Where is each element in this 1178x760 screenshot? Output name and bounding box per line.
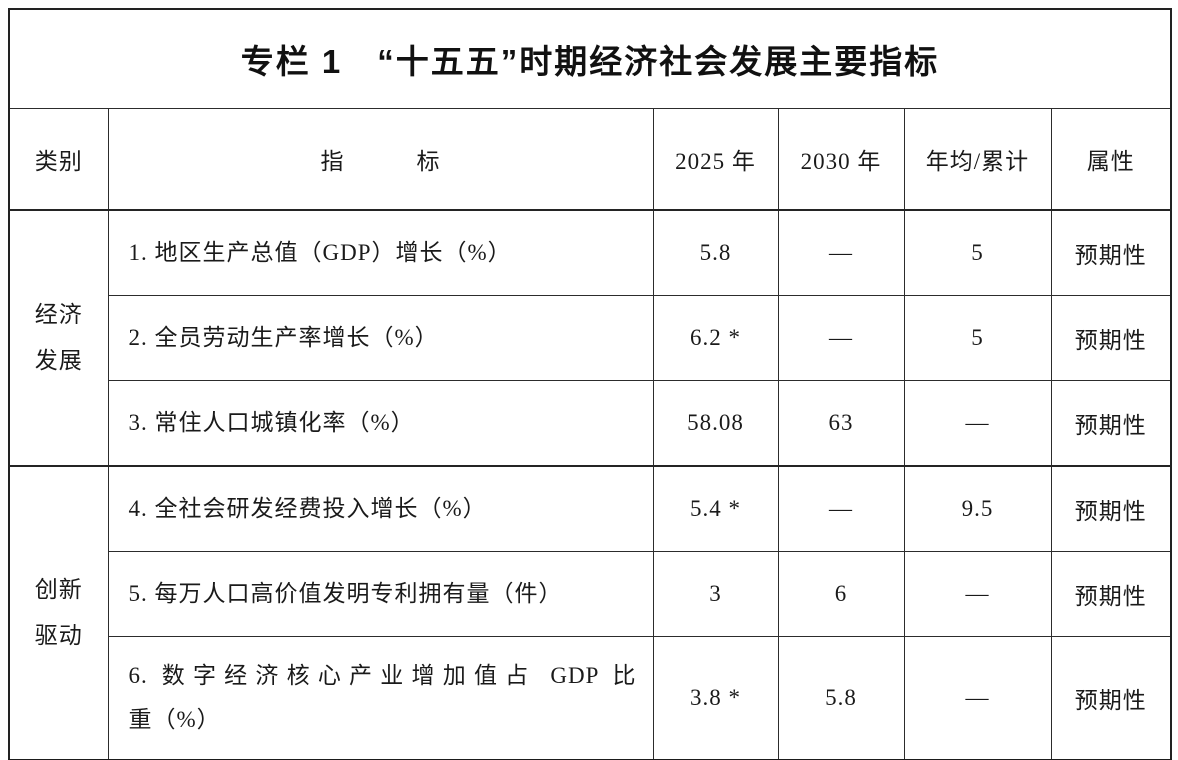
indicator-cell: 6. 数字经济核心产业增加值占 GDP 比 重（%） — [107, 636, 654, 760]
indicator-cell: 1. 地区生产总值（GDP）增长（%） — [107, 209, 654, 296]
value-attribute: 预期性 — [1050, 380, 1172, 467]
table-row: 3. 常住人口城镇化率（%） 58.08 63 — 预期性 — [9, 380, 1172, 467]
value-2025: 3 — [652, 551, 779, 637]
value-avg-cum: 5 — [903, 209, 1052, 296]
value-attribute: 预期性 — [1050, 636, 1172, 760]
value-2030: — — [777, 295, 905, 381]
header-avg-cum: 年均/累计 — [903, 108, 1052, 211]
category-line: 发展 — [34, 348, 83, 373]
value-2025: 5.8 — [652, 209, 779, 296]
category-innovation-driven: 创新 驱动 — [8, 465, 109, 760]
table-title-row: 专栏 1 “十五五”时期经济社会发展主要指标 — [8, 8, 1172, 109]
value-2030: 63 — [777, 380, 905, 467]
value-2025: 3.8 * — [652, 636, 779, 760]
value-attribute: 预期性 — [1050, 209, 1172, 296]
indicator-cell: 2. 全员劳动生产率增长（%） — [107, 295, 654, 381]
value-2030: 6 — [777, 551, 905, 637]
table-row: 经济 发展 1. 地区生产总值（GDP）增长（%） 5.8 — 5 预期性 — [8, 209, 1172, 467]
header-indicator: 指 标 — [107, 108, 654, 211]
header-2030: 2030 年 — [777, 108, 905, 211]
indicator-cell: 4. 全社会研发经费投入增长（%） — [107, 465, 654, 552]
value-attribute: 预期性 — [1050, 465, 1172, 552]
header-category: 类别 — [8, 108, 109, 211]
header-2025: 2025 年 — [652, 108, 779, 211]
table-row: 6. 数字经济核心产业增加值占 GDP 比 重（%） 3.8 * 5.8 — 预… — [9, 636, 1172, 760]
table-header-row: 类别 指 标 2025 年 2030 年 年均/累计 属性 — [8, 108, 1172, 211]
table-row: 5. 每万人口高价值发明专利拥有量（件） 3 6 — 预期性 — [9, 551, 1172, 637]
value-2030: 5.8 — [777, 636, 905, 760]
value-attribute: 预期性 — [1050, 551, 1172, 637]
value-2025: 5.4 * — [652, 465, 779, 552]
value-avg-cum: — — [903, 380, 1052, 467]
value-attribute: 预期性 — [1050, 295, 1172, 381]
category-line: 驱动 — [34, 623, 83, 648]
header-attribute: 属性 — [1050, 108, 1172, 211]
value-avg-cum: — — [903, 636, 1052, 760]
value-2030: — — [777, 209, 905, 296]
table-row: 创新 驱动 4. 全社会研发经费投入增长（%） 5.4 * — 9.5 预期性 — [8, 465, 1172, 760]
category-line: 经济 — [34, 302, 83, 327]
category-economic-development: 经济 发展 — [8, 209, 109, 467]
table-title: 专栏 1 “十五五”时期经济社会发展主要指标 — [8, 8, 1172, 109]
indicator-cell: 3. 常住人口城镇化率（%） — [107, 380, 654, 467]
value-2025: 58.08 — [652, 380, 779, 467]
value-avg-cum: — — [903, 551, 1052, 637]
value-2025: 6.2 * — [652, 295, 779, 381]
value-avg-cum: 9.5 — [903, 465, 1052, 552]
indicator-line: 重（%） — [128, 707, 221, 732]
value-2030: — — [777, 465, 905, 552]
indicator-line: 6. 数字经济核心产业增加值占 GDP 比 — [128, 663, 637, 688]
value-avg-cum: 5 — [903, 295, 1052, 381]
category-line: 创新 — [34, 577, 83, 602]
indicator-cell: 5. 每万人口高价值发明专利拥有量（件） — [107, 551, 654, 637]
table-row: 2. 全员劳动生产率增长（%） 6.2 * — 5 预期性 — [9, 295, 1172, 381]
indicators-table: 专栏 1 “十五五”时期经济社会发展主要指标 类别 指 标 2025 年 203… — [8, 8, 1173, 760]
